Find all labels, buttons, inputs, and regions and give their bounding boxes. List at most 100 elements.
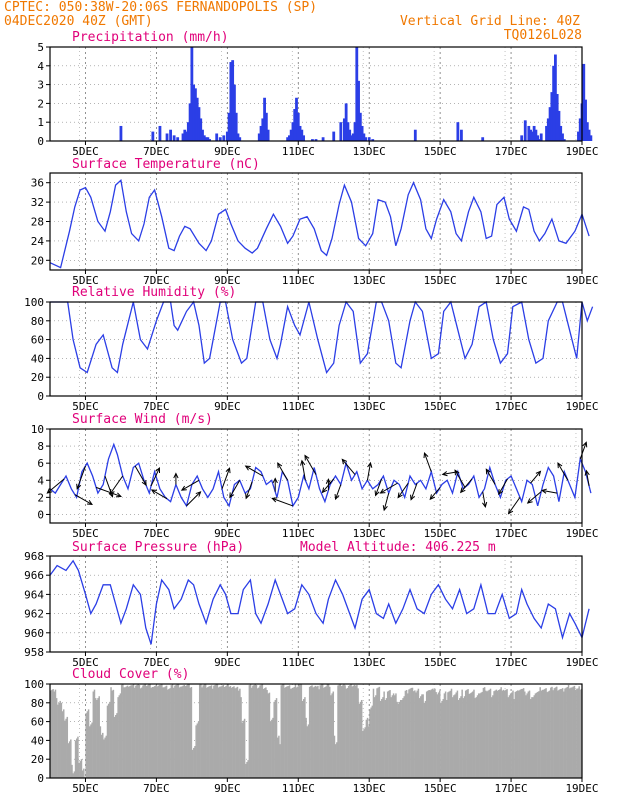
cloud-bar [403,696,405,778]
cloud-bar [172,687,175,778]
cloud-bar [129,686,131,778]
y-tick-label: 36 [31,177,44,190]
wind-arrow-head [300,459,306,466]
y-tick-label: 0 [37,390,44,403]
cloud-bar [155,685,157,778]
cloud-bar [53,691,56,778]
y-tick-label: 60 [31,716,44,729]
cloud-bar [500,687,502,778]
cloud-bar [233,686,235,778]
cloud-bar [67,743,70,778]
cloud-bar [297,686,299,778]
cloud-bar [254,684,257,778]
cloud-bar [89,726,91,778]
cloud-bar [262,688,265,778]
cloud-bar [502,689,505,778]
cloud-bar [325,686,327,778]
cloud-bar [208,686,210,778]
cloud-bar [78,762,80,778]
cloud-bar [97,698,99,778]
cloud-bar [490,697,493,778]
cloud-bar [287,686,290,778]
cloud-bar [395,693,397,778]
cloud-bar [178,687,181,778]
wind-arrow-head [382,505,388,512]
wind-arrow-head [498,489,504,496]
cloud-bar [202,685,204,778]
cloud-bar [195,725,197,778]
cloud-bar [377,687,379,778]
cloud-bar [164,686,167,778]
cloud-bar [284,687,286,778]
cloud-bar [542,689,545,778]
cloud-bar [455,692,457,778]
wind-arrow [498,478,508,495]
cloud-bar [154,686,156,778]
cloud-bar [512,690,514,778]
precip-bar [332,131,336,141]
precip-bar [554,54,557,141]
wind-arrow-head [229,492,235,499]
cloud-bar [453,695,455,778]
header-grid-line: Vertical Grid Line: 40Z [400,14,580,29]
cloud-bar [416,690,418,778]
cloud-bar [292,687,294,778]
cloud-bar [389,690,391,778]
cloud-bar [194,746,196,778]
cloud-bar [346,687,349,778]
precip-bar [413,129,417,141]
cloud-bar [76,738,78,778]
cloud-bar [513,699,515,778]
cloud-bar [382,697,384,778]
x-tick-label: 15DEC [424,274,457,287]
cloud-bar [50,690,52,778]
wind-arrow-head [173,472,179,479]
precip-bar [577,131,580,141]
cloud-bar [281,684,284,778]
y-tick-label: 4 [37,60,44,73]
cloud-bar [216,684,219,778]
x-tick-label: 17DEC [495,400,528,413]
x-tick-label: 9DEC [214,782,241,795]
cloud-bar [103,739,105,778]
cloud-bar [388,690,390,778]
cloud-bar [474,698,476,778]
y-tick-label: 28 [31,216,44,229]
precip-bar [201,129,204,141]
wind-arrow-head [526,498,533,504]
precip-bar [264,112,268,141]
cloud-bar [288,685,291,778]
precip-bar [348,129,352,141]
cloud-bar [161,684,163,778]
cloud-bar [201,687,203,778]
x-tick-label: 19DEC [565,400,598,413]
cloud-bar [168,688,170,778]
cloud-bar [576,689,578,778]
wind-arrow-head [540,488,547,494]
wind-arrow [383,492,390,511]
x-tick-label: 7DEC [143,527,170,540]
x-tick-label: 9DEC [214,145,241,158]
cloud-bar [266,690,268,778]
cloud-bar [152,686,155,778]
wind-arrow [151,489,168,500]
wind-arrow-head [225,467,231,474]
cloud-bar [104,737,106,778]
panel-title: Surface Pressure (hPa) [72,540,244,555]
series-line [49,442,592,508]
panel-frame [49,428,583,524]
cloud-bar [443,693,446,778]
cloud-bar [98,696,100,778]
cloud-bar [424,700,427,778]
cloud-bar [363,729,365,778]
cloud-bar [146,685,149,778]
precip-bar [227,112,231,141]
cloud-bar [546,692,549,778]
series-line [49,179,590,269]
cloud-bar [330,695,332,778]
cloud-bar [558,689,560,778]
cloud-bar [321,684,324,778]
cloud-bar [71,764,73,778]
cloud-bar [99,726,102,778]
precip-bar [371,139,375,141]
